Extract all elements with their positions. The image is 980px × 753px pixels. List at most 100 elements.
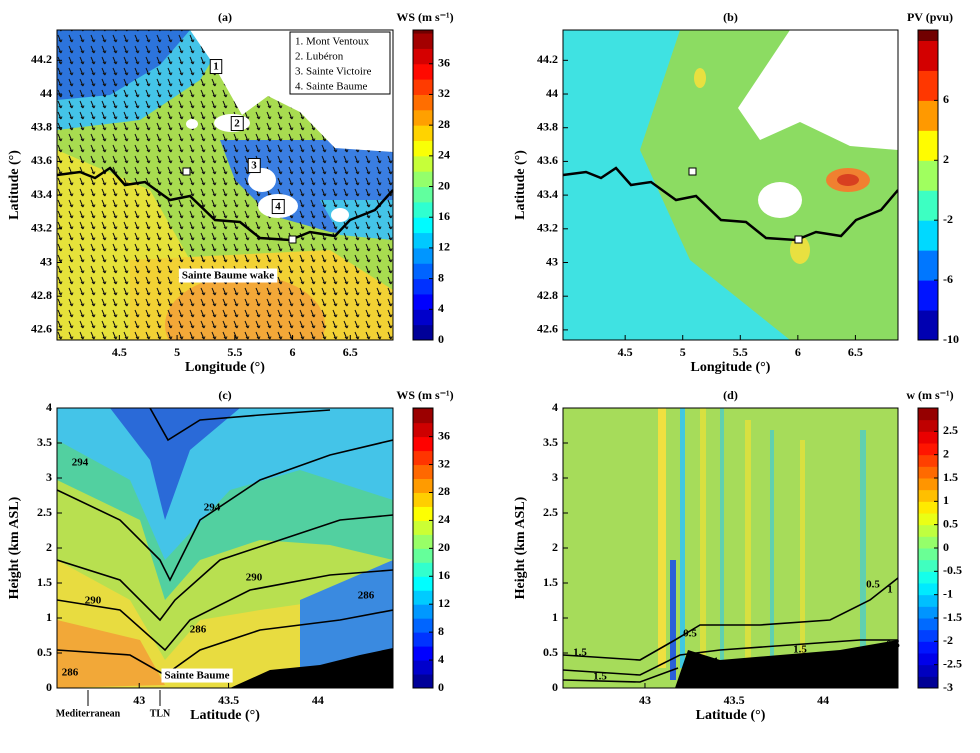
colorbar-tick-label: 28 bbox=[438, 484, 450, 498]
colorbar-band bbox=[918, 408, 938, 421]
y-tick-label: 2.5 bbox=[37, 505, 52, 519]
annotation: 286 bbox=[190, 624, 207, 636]
colorbar-band bbox=[918, 40, 938, 71]
annotation: 2 bbox=[234, 118, 240, 130]
colorbar-band bbox=[918, 419, 938, 432]
colorbar-band bbox=[918, 618, 938, 631]
colorbar-tick-label: 8 bbox=[438, 270, 444, 284]
colorbar-band bbox=[918, 478, 938, 491]
colorbar-band bbox=[918, 524, 938, 537]
panel-title: (c) bbox=[218, 388, 231, 402]
colorbar-band bbox=[918, 280, 938, 311]
annotation: 1 bbox=[213, 61, 219, 73]
y-tick-label: 42.8 bbox=[537, 288, 558, 302]
colorbar-tick-label: 12 bbox=[438, 240, 450, 254]
x-axis-label: Latitude (°) bbox=[190, 708, 260, 723]
y-tick-label: 43 bbox=[546, 254, 558, 268]
colorbar-tick-label: 4 bbox=[438, 652, 444, 666]
y-tick-label: 42.8 bbox=[31, 288, 52, 302]
annotation: 0.5 bbox=[683, 628, 697, 640]
y-axis-label: Height (km ASL) bbox=[7, 496, 22, 599]
annotation-box bbox=[230, 116, 244, 132]
colorbar-band bbox=[918, 250, 938, 281]
annotation: Sainte Baume wake bbox=[182, 270, 274, 282]
y-axis-label: Latitude (°) bbox=[513, 150, 528, 220]
y-tick-label: 1.5 bbox=[37, 575, 52, 589]
colorbar-band bbox=[918, 664, 938, 677]
y-tick-label: 43.4 bbox=[31, 187, 52, 201]
annotation-box bbox=[161, 668, 233, 683]
colorbar-band bbox=[413, 478, 433, 493]
colorbar-tick-label: 0 bbox=[438, 332, 444, 346]
y-tick-label: 4 bbox=[552, 400, 558, 414]
axes: (a)4.5 5 5.5 6 6.542.642.84343.243.443.643.8… bbox=[7, 10, 962, 723]
colorbar-label: w (m s⁻¹) bbox=[906, 388, 953, 402]
colorbar-tick-label: 24 bbox=[438, 148, 450, 162]
colorbar-frame bbox=[412, 29, 434, 341]
colorbar-band bbox=[413, 450, 433, 466]
colorbar-band bbox=[413, 247, 433, 264]
plot-frame bbox=[56, 29, 394, 341]
annotation-box bbox=[209, 59, 223, 75]
y-tick-label: 43.8 bbox=[31, 119, 52, 133]
colorbar-frame bbox=[917, 29, 939, 341]
colorbar-band bbox=[413, 492, 433, 507]
colorbar-tick-label: 24 bbox=[438, 512, 450, 526]
annotation-box bbox=[178, 268, 278, 283]
colorbar-band bbox=[413, 324, 433, 341]
colorbar-band bbox=[918, 583, 938, 596]
y-tick-label: 43.8 bbox=[537, 119, 558, 133]
colorbar-band bbox=[413, 63, 433, 80]
colorbar-band bbox=[918, 30, 938, 41]
y-tick-label: 0 bbox=[552, 680, 558, 694]
x-tick-label: 43 bbox=[133, 693, 145, 707]
colorbar-band bbox=[918, 653, 938, 666]
y-tick-label: 43 bbox=[40, 254, 52, 268]
colorbar-tick-label: 28 bbox=[438, 117, 450, 131]
x-tick-label: 4.5 bbox=[112, 345, 127, 359]
panel-title: (a) bbox=[218, 10, 232, 24]
colorbar-tick-label: 1.5 bbox=[943, 470, 958, 484]
colorbar-band bbox=[413, 464, 433, 480]
colorbar-tick-label: -2.5 bbox=[943, 656, 962, 670]
field-b bbox=[563, 30, 898, 340]
y-tick-label: 44 bbox=[40, 86, 52, 100]
colorbar-band bbox=[413, 30, 433, 34]
x-tick-label: 5.5 bbox=[227, 345, 242, 359]
colorbar-band bbox=[918, 501, 938, 514]
colorbar-tick-label: 0 bbox=[438, 680, 444, 694]
colorbar-tick-label: 0.5 bbox=[943, 516, 958, 530]
colorbar-band bbox=[413, 422, 433, 438]
colorbar-band bbox=[413, 278, 433, 295]
colorbar-tick-label: -0.5 bbox=[943, 563, 962, 577]
x-tick-label: 43.5 bbox=[218, 693, 239, 707]
y-tick-label: 43.6 bbox=[31, 153, 52, 167]
colorbar-band bbox=[413, 674, 433, 689]
x-tick-label: 5.5 bbox=[733, 345, 748, 359]
annotation: Mediterranean bbox=[56, 708, 121, 719]
colorbar-band bbox=[413, 520, 433, 535]
colorbar-band bbox=[918, 606, 938, 619]
colorbar-band bbox=[413, 309, 433, 326]
x-tick-label: 5 bbox=[174, 345, 180, 359]
legend-entry: 1. Mont Ventoux bbox=[295, 36, 370, 48]
colorbar-band bbox=[918, 70, 938, 101]
legend-entry: 4. Sainte Baume bbox=[295, 81, 368, 93]
colorbar-band bbox=[413, 48, 433, 65]
colorbar-tick-label: 8 bbox=[438, 624, 444, 638]
y-tick-label: 43.2 bbox=[537, 221, 558, 235]
annotation: 3 bbox=[251, 160, 257, 172]
colorbar-band bbox=[918, 220, 938, 251]
y-tick-label: 42.6 bbox=[31, 322, 52, 336]
colorbar-band bbox=[918, 310, 938, 341]
y-tick-label: 44.2 bbox=[537, 52, 558, 66]
colorbar-band bbox=[413, 408, 433, 424]
panel-title: (d) bbox=[723, 388, 738, 402]
annotation: 294 bbox=[204, 502, 221, 514]
x-tick-label: 6.5 bbox=[848, 345, 863, 359]
x-tick-label: 44 bbox=[312, 693, 324, 707]
colorbar-band bbox=[413, 79, 433, 95]
colorbar-tick-label: 1 bbox=[943, 493, 949, 507]
colorbar-band bbox=[918, 548, 938, 561]
y-tick-label: 43.4 bbox=[537, 187, 558, 201]
